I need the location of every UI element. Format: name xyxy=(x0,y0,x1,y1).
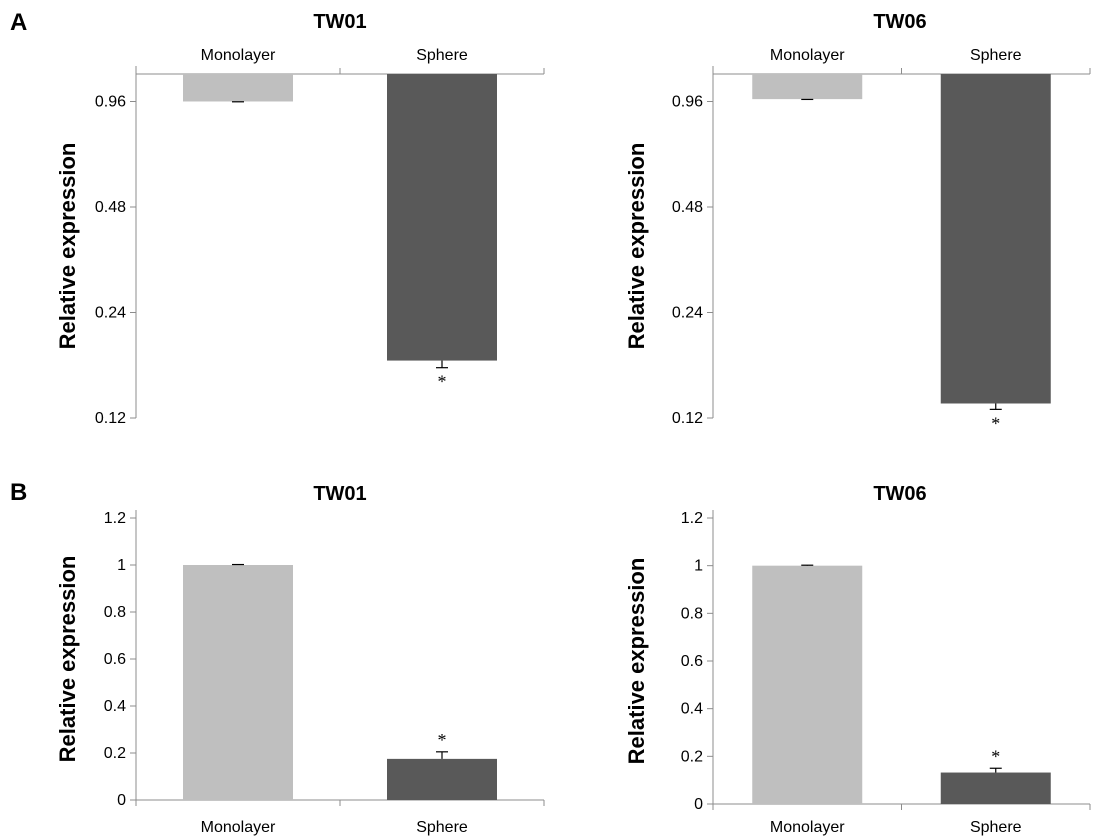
panel-label-a: A xyxy=(10,9,27,36)
y-tick-label: 0.2 xyxy=(681,748,703,765)
y-tick-label: 1.2 xyxy=(104,510,126,527)
y-axis-label: Relative expression xyxy=(624,143,649,350)
y-tick-label: 0.12 xyxy=(672,410,703,427)
panel-label-b: B xyxy=(10,479,27,506)
category-label: Monolayer xyxy=(770,47,845,64)
category-label: Monolayer xyxy=(201,819,276,836)
significance-marker: * xyxy=(438,730,447,750)
category-label: Monolayer xyxy=(201,47,276,64)
category-label: Sphere xyxy=(970,819,1022,836)
bar-sphere xyxy=(940,74,1051,404)
y-tick-label: 1 xyxy=(117,557,126,574)
y-tick-label: 1.2 xyxy=(681,510,703,527)
y-axis-label: Relative expression xyxy=(55,143,80,350)
chart-title: TW01 xyxy=(313,483,366,505)
chart-title: TW06 xyxy=(873,483,926,505)
bar-monolayer xyxy=(183,74,293,102)
y-tick-label: 0.96 xyxy=(95,93,126,110)
bar-sphere xyxy=(387,758,497,800)
significance-marker: * xyxy=(991,413,1000,433)
y-tick-label: 0.6 xyxy=(104,651,126,668)
y-tick-label: 0.8 xyxy=(104,604,126,621)
chart-a-tw06: TW06 Relative expression 0.12 0.24 0.48 0.96 M… xyxy=(624,11,1091,433)
y-tick-label: 1 xyxy=(694,558,703,575)
y-tick-label: 0.12 xyxy=(95,410,126,427)
chart-title: TW01 xyxy=(313,11,366,33)
chart-b-tw01: TW01 Relative expression 0 0.2 0.4 0.6 0.8 1 1.2… xyxy=(55,483,545,836)
y-tick-label: 0.4 xyxy=(104,698,126,715)
y-tick-label: 0.24 xyxy=(672,304,703,321)
y-tick-label: 0.4 xyxy=(681,701,703,718)
bar-sphere xyxy=(387,74,497,361)
y-tick-label: 0.48 xyxy=(95,199,126,216)
y-tick-label: 0 xyxy=(694,796,703,813)
y-tick-label: 0.8 xyxy=(681,605,703,622)
chart-b-tw06: TW06 Relative expression 0 0.2 0.4 0.6 0.8 1 1.2… xyxy=(624,483,1091,836)
category-label: Sphere xyxy=(416,819,468,836)
y-tick-label: 0.2 xyxy=(104,745,126,762)
y-tick-label: 0.6 xyxy=(681,653,703,670)
bar-monolayer xyxy=(183,565,293,800)
y-tick-label: 0.24 xyxy=(95,304,126,321)
y-tick-label: 0.48 xyxy=(672,199,703,216)
y-axis-label: Relative expression xyxy=(55,556,80,763)
category-label: Sphere xyxy=(970,47,1022,64)
category-label: Monolayer xyxy=(770,819,845,836)
bar-monolayer xyxy=(752,565,863,804)
significance-marker: * xyxy=(991,746,1000,766)
y-axis-label: Relative expression xyxy=(624,558,649,765)
chart-a-tw01: TW01 Relative expression 0.12 0.24 0.48 0.96 M… xyxy=(55,11,545,427)
y-tick-label: 0 xyxy=(117,792,126,809)
y-tick-label: 0.96 xyxy=(672,93,703,110)
category-label: Sphere xyxy=(416,47,468,64)
chart-title: TW06 xyxy=(873,11,926,33)
bar-monolayer xyxy=(752,74,863,100)
bar-sphere xyxy=(940,772,1051,804)
significance-marker: * xyxy=(438,372,447,392)
